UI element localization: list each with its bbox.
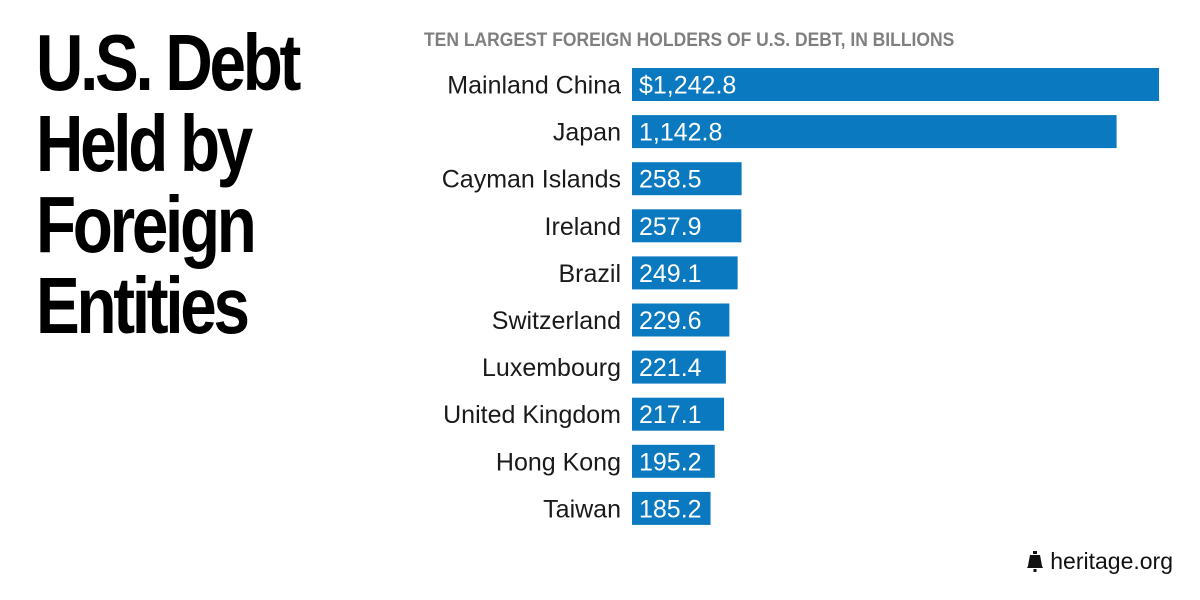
bar [632, 115, 1117, 149]
chart-title: TEN LARGEST FOREIGN HOLDERS OF U.S. DEBT… [424, 30, 955, 51]
bar-value-label: 185.2 [639, 495, 702, 523]
bar [632, 444, 715, 478]
category-label: Japan [553, 119, 621, 147]
category-label: Cayman Islands [442, 166, 621, 194]
bar [632, 162, 742, 196]
bar-value-label: 217.1 [639, 401, 702, 429]
headline: U.S. Debt Held by Foreign Entities [36, 18, 301, 350]
bar-value-label: 195.2 [639, 448, 702, 476]
category-label: Taiwan [543, 495, 621, 523]
category-label: United Kingdom [443, 401, 621, 429]
bar [632, 303, 730, 337]
bar-value-label: 249.1 [639, 260, 702, 288]
bar [632, 350, 726, 384]
bar-value-label: 257.9 [639, 213, 702, 241]
bar [632, 256, 738, 290]
category-label: Brazil [558, 260, 621, 288]
bar [632, 491, 711, 525]
bar [632, 68, 1159, 101]
category-label: Mainland China [447, 72, 621, 100]
bar-value-label: 258.5 [639, 166, 702, 194]
category-label: Hong Kong [496, 448, 621, 476]
bar-value-label: $1,242.8 [639, 72, 736, 100]
bar-value-label: 1,142.8 [639, 119, 722, 147]
bar-value-label: 229.6 [639, 307, 702, 335]
credit-text: heritage.org [1050, 548, 1173, 574]
liberty-bell-icon [1027, 550, 1044, 572]
bar [632, 209, 742, 243]
credit: heritage.org [1026, 548, 1173, 575]
category-label: Luxembourg [482, 354, 621, 382]
bar [632, 397, 725, 431]
bar-value-label: 221.4 [639, 354, 702, 382]
category-label: Switzerland [492, 307, 621, 335]
category-label: Ireland [545, 213, 621, 241]
